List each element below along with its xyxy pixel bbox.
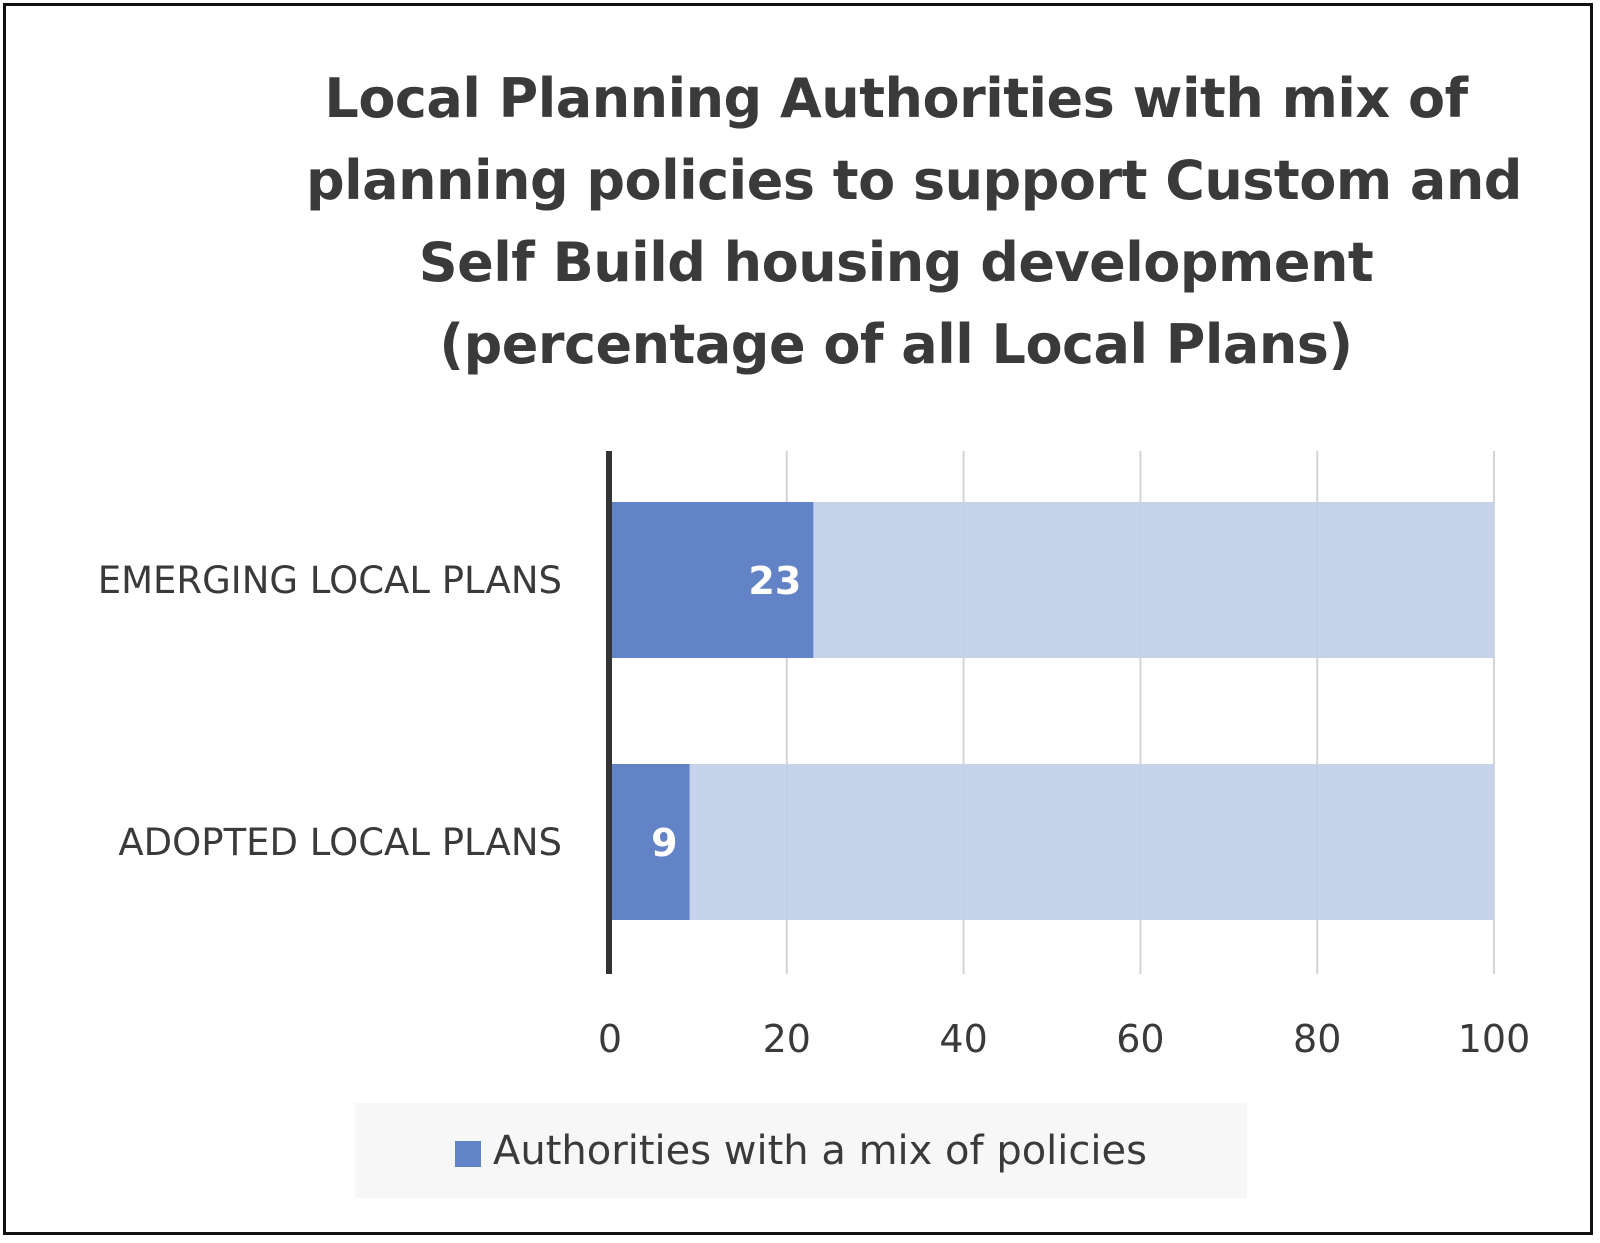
x-tick-labels: 0 20 40 60 80 100 [598, 1017, 1530, 1061]
legend-swatch [455, 1140, 482, 1167]
category-label: ADOPTED LOCAL PLANS [118, 821, 562, 864]
title-line: (percentage of all Local Plans) [439, 313, 1353, 376]
title-line: Local Planning Authorities with mix of [324, 67, 1468, 130]
title-line: Self Build housing development [418, 231, 1374, 294]
legend-label: Authorities with a mix of policies [493, 1127, 1147, 1174]
data-label: 9 [651, 821, 677, 865]
category-labels: EMERGING LOCAL PLANS ADOPTED LOCAL PLANS [98, 559, 562, 864]
bar [610, 764, 690, 920]
bars [610, 502, 1494, 920]
title-line: planning policies to support Custom and [306, 149, 1522, 212]
data-label: 23 [748, 559, 801, 603]
bar [610, 502, 814, 658]
legend: Authorities with a mix of policies [355, 1103, 1247, 1198]
x-tick-label: 20 [763, 1017, 811, 1061]
category-label: EMERGING LOCAL PLANS [98, 559, 562, 602]
x-tick-label: 40 [939, 1017, 987, 1061]
chart-title: Local Planning Authorities with mix of p… [306, 58, 1522, 386]
x-tick-label: 0 [598, 1017, 622, 1061]
x-tick-label: 100 [1458, 1017, 1531, 1061]
data-labels: 23 9 [651, 559, 801, 865]
x-tick-label: 60 [1116, 1017, 1164, 1061]
x-tick-label: 80 [1293, 1017, 1341, 1061]
bar-background [610, 764, 1494, 920]
